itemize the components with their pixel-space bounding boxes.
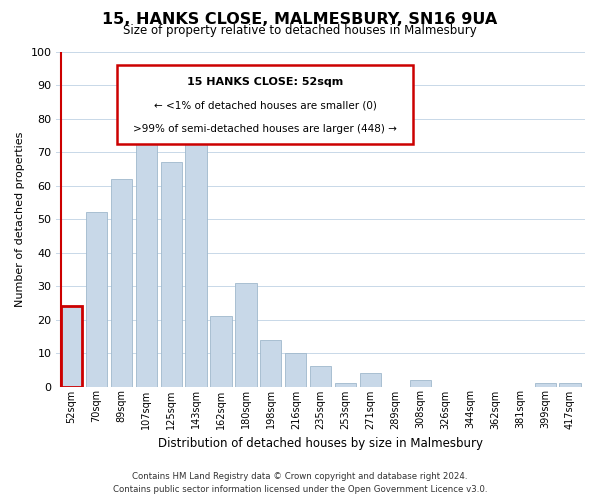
Bar (185, 122, 206, 386)
Bar (310, 366, 331, 386)
Bar (335, 383, 356, 386)
Text: ← <1% of detached houses are smaller (0): ← <1% of detached houses are smaller (0) (154, 100, 377, 110)
Bar (61, 306, 82, 386)
Bar (410, 380, 431, 386)
Bar (86, 212, 107, 386)
Bar (535, 383, 556, 386)
Y-axis label: Number of detached properties: Number of detached properties (15, 132, 25, 306)
Bar (260, 340, 281, 386)
X-axis label: Distribution of detached houses by size in Malmesbury: Distribution of detached houses by size … (158, 437, 483, 450)
Bar (136, 136, 157, 386)
Text: >99% of semi-detached houses are larger (448) →: >99% of semi-detached houses are larger … (133, 124, 397, 134)
Bar (360, 373, 381, 386)
Bar (211, 316, 232, 386)
Text: 15 HANKS CLOSE: 52sqm: 15 HANKS CLOSE: 52sqm (187, 76, 343, 86)
Text: 15, HANKS CLOSE, MALMESBURY, SN16 9UA: 15, HANKS CLOSE, MALMESBURY, SN16 9UA (103, 12, 497, 26)
Text: Size of property relative to detached houses in Malmesbury: Size of property relative to detached ho… (123, 24, 477, 37)
Bar (285, 353, 307, 386)
Text: Contains HM Land Registry data © Crown copyright and database right 2024.
Contai: Contains HM Land Registry data © Crown c… (113, 472, 487, 494)
FancyBboxPatch shape (117, 65, 413, 144)
Bar (110, 179, 132, 386)
Bar (235, 282, 257, 387)
Bar (559, 383, 581, 386)
Bar (161, 162, 182, 386)
